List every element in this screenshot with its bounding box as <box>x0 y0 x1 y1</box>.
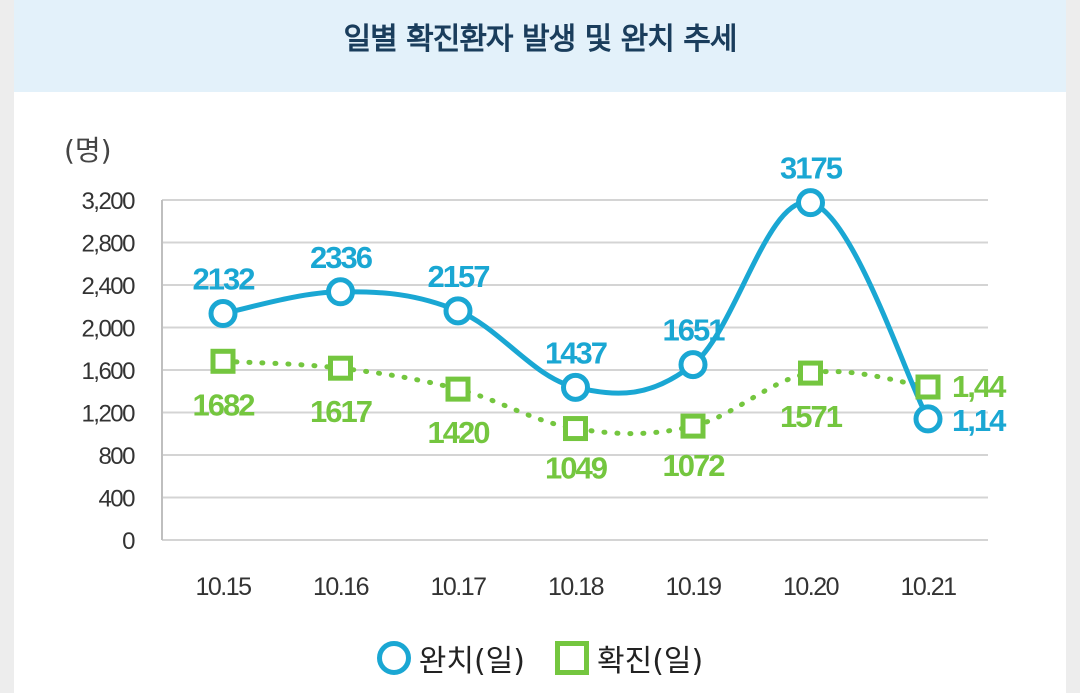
x-tick-label: 10.17 <box>430 573 486 601</box>
confirmed-point-marker <box>445 376 471 402</box>
confirmed-point-marker <box>798 360 823 386</box>
recovered-point-marker <box>913 404 943 434</box>
x-tick-label: 10.15 <box>195 573 251 601</box>
recovered-data-label: 2336 <box>310 240 373 275</box>
legend-label-recovered: 완치(일) <box>418 644 525 679</box>
line-chart: (명) 0 400 800 1,200 1,600 2,000 2,400 2,800 3,200… <box>64 134 1009 601</box>
confirmed-data-label: 1049 <box>545 451 608 486</box>
y-tick-label: 2,800 <box>81 231 135 258</box>
x-tick-label: 10.18 <box>548 573 604 601</box>
y-tick-label: 1,600 <box>81 358 135 385</box>
y-tick-label: 800 <box>98 443 135 470</box>
y-tick-label: 2,400 <box>81 273 135 300</box>
y-tick-label: 400 <box>98 486 135 513</box>
confirmed-point-marker <box>680 413 706 439</box>
recovered-data-label: 2157 <box>428 259 490 294</box>
legend-item-recovered: 완치(일) <box>376 636 525 680</box>
legend-square-icon <box>555 641 589 675</box>
recovered-point-marker <box>326 277 355 307</box>
legend-circle-icon <box>376 641 411 675</box>
x-tick-label: 10.21 <box>900 573 956 601</box>
confirmed-point-marker <box>210 348 236 374</box>
recovered-data-label: 1437 <box>545 335 607 370</box>
confirmed-point-marker <box>328 355 353 381</box>
confirmed-data-label: 1072 <box>663 448 725 483</box>
recovered-point-marker <box>443 296 473 326</box>
recovered-data-label: 3175 <box>780 151 843 186</box>
confirmed-point-marker <box>563 416 588 442</box>
recovered-point-marker <box>561 372 590 402</box>
y-tick-label: 1,200 <box>81 401 135 428</box>
chart-title: 일별 확진환자 발생 및 완치 추세 <box>343 22 737 57</box>
x-tick-label: 10.20 <box>783 573 839 601</box>
recovered-point-marker <box>208 298 238 328</box>
series-line-recovered <box>220 199 931 422</box>
recovered-data-label: 2132 <box>193 261 255 296</box>
confirmed-data-label: 1617 <box>310 394 372 429</box>
x-tick-label: 10.19 <box>665 573 721 601</box>
recovered-data-label: 1,14 <box>952 403 1007 438</box>
recovered-data-label: 1651 <box>663 313 726 348</box>
recovered-point-marker <box>678 350 708 380</box>
confirmed-data-label: 1571 <box>780 399 843 434</box>
legend-item-confirmed: 확진(일) <box>555 636 703 680</box>
confirmed-point-marker <box>915 374 941 400</box>
confirmed-data-label: 1420 <box>428 415 490 450</box>
confirmed-data-label: 1682 <box>193 387 255 422</box>
recovered-point-marker <box>796 188 825 218</box>
title-band: 일별 확진환자 발생 및 완치 추세 <box>14 0 1066 92</box>
legend-label-confirmed: 확진(일) <box>597 644 704 679</box>
confirmed-data-label: 1,44 <box>952 369 1007 404</box>
chart-card: 일별 확진환자 발생 및 완치 추세 <box>14 0 1066 693</box>
y-axis-unit-label: (명) <box>64 134 112 167</box>
y-tick-label: 0 <box>122 528 135 555</box>
y-tick-label: 2,000 <box>81 316 135 343</box>
chart-legend: 완치(일) 확진(일) <box>0 632 1080 684</box>
x-tick-label: 10.16 <box>313 573 369 601</box>
y-tick-label: 3,200 <box>81 188 135 215</box>
